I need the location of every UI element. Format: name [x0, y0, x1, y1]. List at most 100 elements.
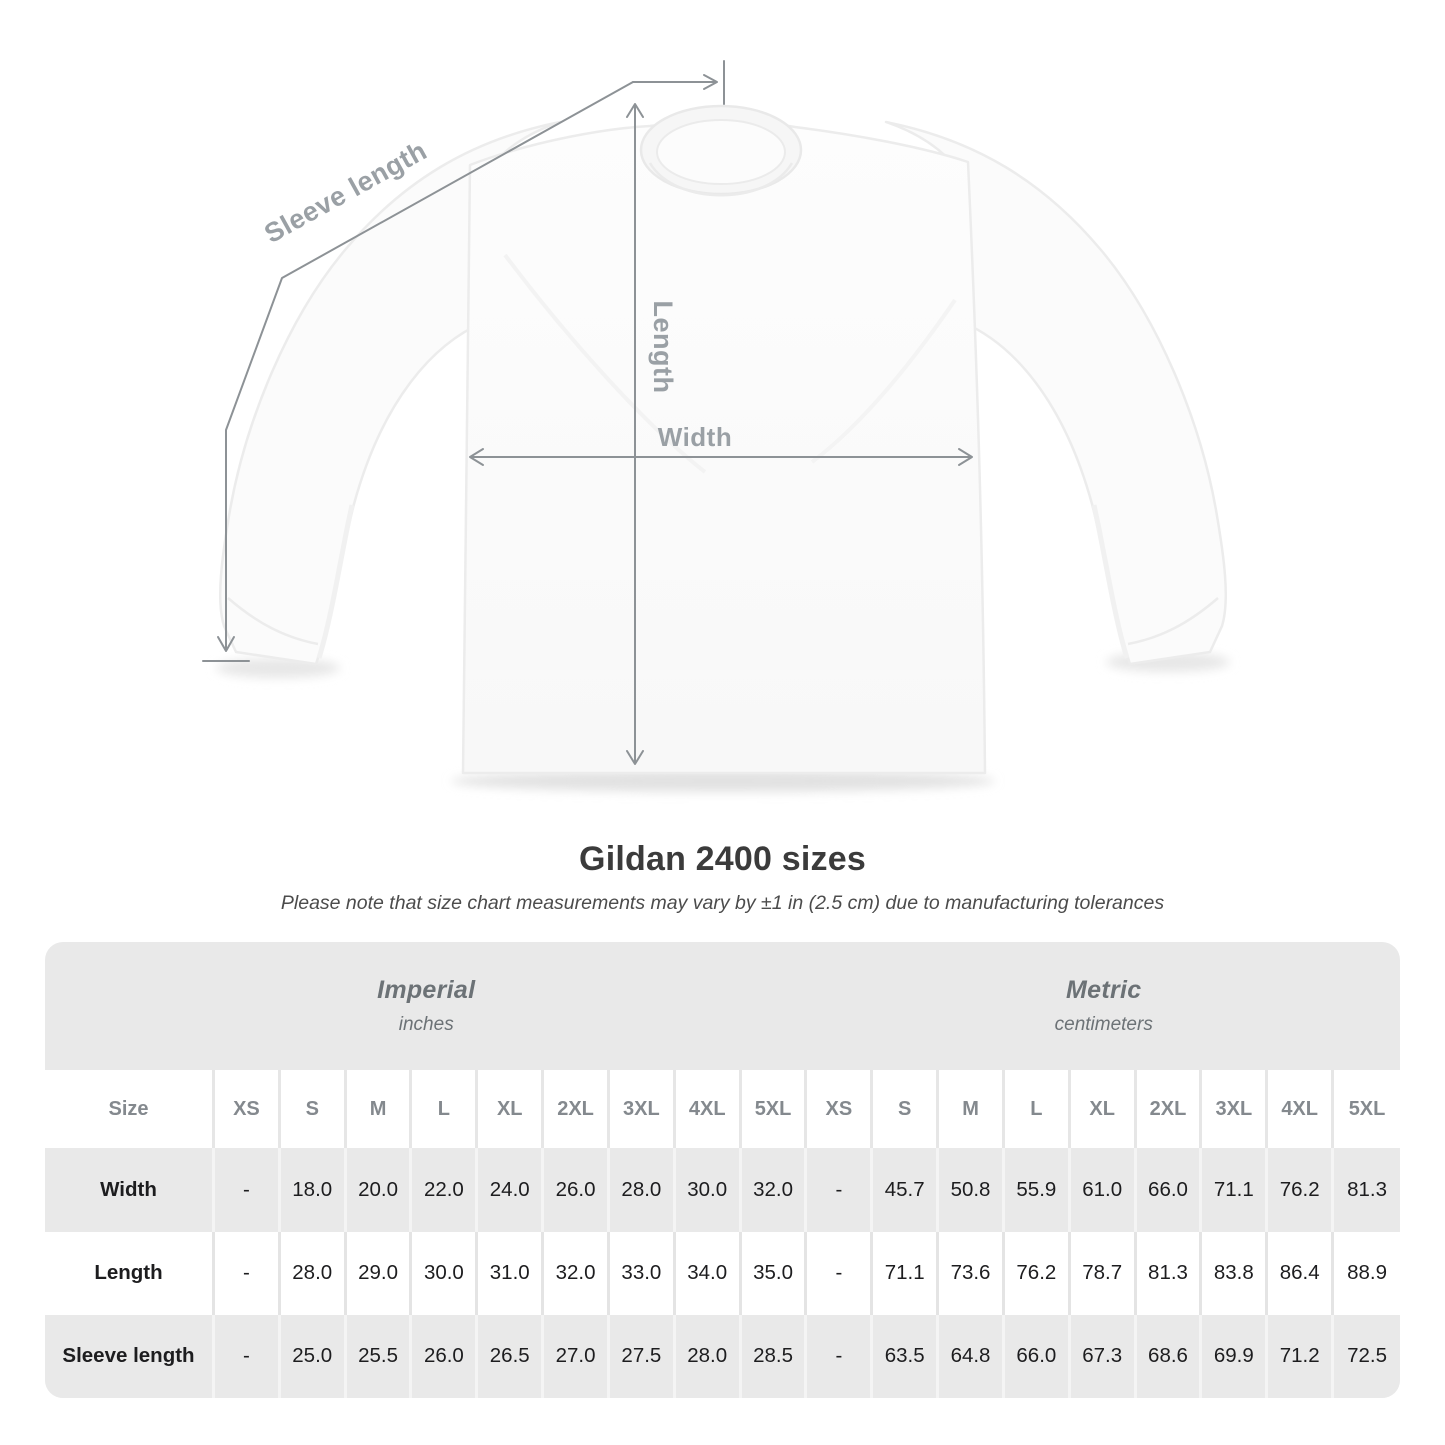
shirt-fold-line [810, 298, 957, 464]
value-cell: 26.0 [544, 1148, 610, 1232]
value-cell: - [807, 1231, 874, 1315]
row-label-sleeve-length: Sleeve length [45, 1314, 215, 1398]
value-cell: 67.3 [1070, 1314, 1137, 1398]
imperial-unit: inches [398, 1014, 454, 1036]
value-cell: 32.0 [544, 1231, 610, 1315]
imperial-heading: Imperial [377, 976, 476, 1005]
value-cell: 25.5 [346, 1314, 413, 1398]
length-label: Length [648, 301, 678, 394]
value-cell: 26.0 [412, 1314, 479, 1398]
size-col-header: S [873, 1070, 940, 1149]
value-cell: 45.7 [873, 1148, 940, 1232]
size-col-header: 3XL [609, 1070, 676, 1149]
size-table-container: Imperial inches Metric centimeters Size … [45, 942, 1400, 1398]
value-cell: 26.5 [478, 1314, 545, 1398]
shirt-body [461, 120, 987, 775]
row-label-width: Width [45, 1148, 215, 1232]
size-table: Imperial inches Metric centimeters Size … [45, 942, 1400, 1398]
value-cell: 25.0 [280, 1314, 347, 1398]
size-col-header: 4XL [1268, 1070, 1335, 1149]
size-header-row: Size XS S M L XL 2XL 3XL 4XL 5XL XS S M … [45, 1070, 1400, 1149]
width-arrowhead-left [469, 448, 484, 466]
size-col-header: XL [478, 1070, 545, 1149]
unit-group-imperial: Imperial inches [45, 942, 807, 1070]
value-cell: 66.0 [1136, 1148, 1203, 1232]
value-cell: 71.2 [1268, 1314, 1335, 1398]
value-cell: 22.0 [412, 1148, 479, 1232]
shirt-ground-shadow [451, 770, 995, 792]
length-arrowhead-down [626, 750, 644, 765]
value-cell: 28.0 [675, 1314, 742, 1398]
shirt-collar-band [648, 162, 794, 197]
value-cell: - [807, 1314, 874, 1398]
value-cell: 27.5 [609, 1314, 676, 1398]
page-title: Gildan 2400 sizes [579, 840, 866, 878]
value-cell: 20.0 [346, 1148, 413, 1232]
value-cell: 50.8 [939, 1148, 1005, 1232]
value-cell: 29.0 [346, 1231, 413, 1315]
sleeve-measure-arrowhead-down [217, 636, 235, 652]
value-cell: 35.0 [741, 1231, 808, 1315]
size-col-header: XS [807, 1070, 874, 1149]
size-col-header: 2XL [1136, 1070, 1203, 1149]
value-cell: 88.9 [1334, 1231, 1400, 1315]
size-col-header: M [346, 1070, 413, 1149]
width-label: Width [658, 422, 732, 452]
value-cell: 68.6 [1136, 1314, 1203, 1398]
size-col-header: L [1004, 1070, 1071, 1149]
size-col-header: L [412, 1070, 479, 1149]
value-cell: 27.0 [544, 1314, 610, 1398]
sleeve-measure-arrowhead-right [703, 74, 718, 90]
value-cell: 28.0 [280, 1231, 347, 1315]
size-col-header: XS [215, 1070, 281, 1149]
value-cell: 34.0 [675, 1231, 742, 1315]
metric-heading: Metric [1066, 976, 1142, 1005]
value-cell: 31.0 [478, 1231, 545, 1315]
size-col-header: S [280, 1070, 347, 1149]
shirt-collar-inner [656, 119, 786, 185]
value-cell: 18.0 [280, 1148, 347, 1232]
value-cell: 81.3 [1334, 1148, 1400, 1232]
value-cell: 73.6 [939, 1231, 1005, 1315]
value-cell: - [215, 1231, 281, 1315]
value-cell: - [215, 1314, 281, 1398]
value-cell: 69.9 [1202, 1314, 1269, 1398]
unit-group-metric: Metric centimeters [807, 942, 1400, 1070]
value-cell: 55.9 [1004, 1148, 1071, 1232]
value-cell: 78.7 [1070, 1231, 1137, 1315]
value-cell: 30.0 [675, 1148, 742, 1232]
value-cell: 63.5 [873, 1314, 940, 1398]
value-cell: 32.0 [741, 1148, 808, 1232]
unit-band-row: Imperial inches Metric centimeters [45, 942, 1400, 1070]
table-row-sleeve-length: Sleeve length - 25.0 25.5 26.0 26.5 27.0… [45, 1314, 1400, 1398]
length-arrowhead-up [626, 103, 644, 118]
value-cell: 81.3 [1136, 1231, 1203, 1315]
size-header-label: Size [45, 1070, 215, 1149]
row-label-length: Length [45, 1231, 215, 1315]
table-row-length: Length - 28.0 29.0 30.0 31.0 32.0 33.0 3… [45, 1231, 1400, 1315]
page-subtitle: Please note that size chart measurements… [280, 892, 1165, 914]
table-row-width: Width - 18.0 20.0 22.0 24.0 26.0 28.0 30… [45, 1148, 1400, 1232]
value-cell: - [215, 1148, 281, 1232]
shirt-fold-line [503, 253, 707, 474]
sleeve-measure-line [225, 81, 634, 649]
value-cell: - [807, 1148, 874, 1232]
value-cell: 72.5 [1334, 1314, 1400, 1398]
size-col-header: M [939, 1070, 1005, 1149]
size-col-header: 4XL [675, 1070, 742, 1149]
value-cell: 66.0 [1004, 1314, 1071, 1398]
size-col-header: 5XL [741, 1070, 808, 1149]
width-arrowhead-right [958, 448, 973, 466]
value-cell: 28.0 [609, 1148, 676, 1232]
value-cell: 33.0 [609, 1231, 676, 1315]
metric-unit: centimeters [1054, 1014, 1153, 1036]
value-cell: 86.4 [1268, 1231, 1335, 1315]
value-cell: 76.2 [1004, 1231, 1071, 1315]
value-cell: 64.8 [939, 1314, 1005, 1398]
size-col-header: XL [1070, 1070, 1137, 1149]
value-cell: 71.1 [1202, 1148, 1269, 1232]
value-cell: 61.0 [1070, 1148, 1137, 1232]
shirt-size-diagram: Sleeve length Length Width [202, 60, 1230, 792]
value-cell: 30.0 [412, 1231, 479, 1315]
value-cell: 76.2 [1268, 1148, 1335, 1232]
